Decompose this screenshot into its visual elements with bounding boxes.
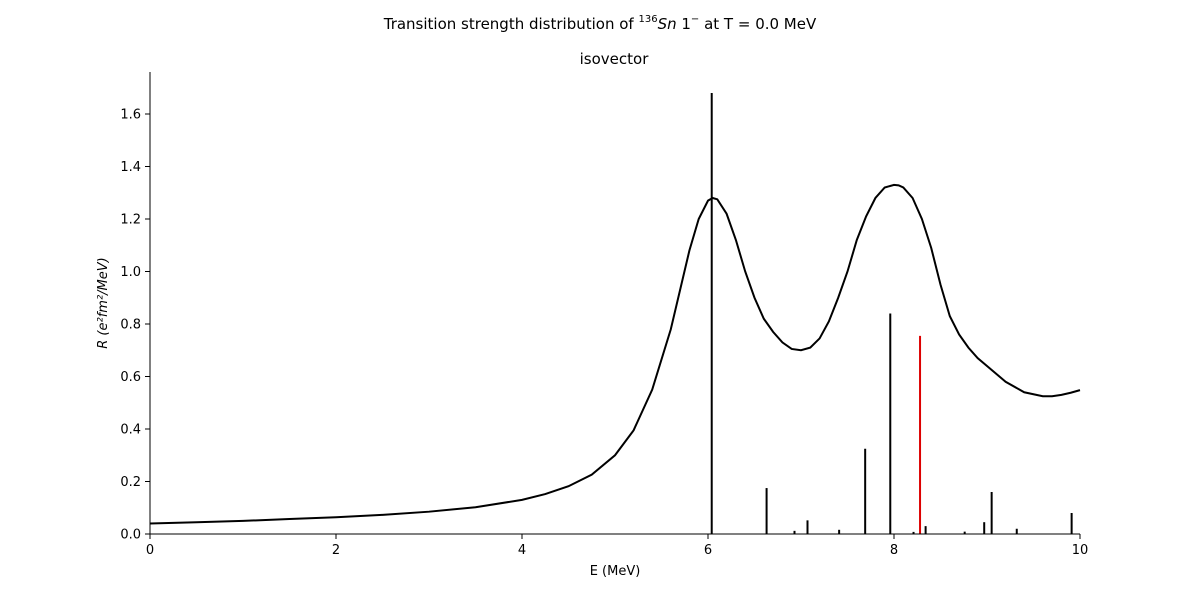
y-tick-label: 1.4	[120, 160, 141, 175]
chart-title: Transition strength distribution of 136S…	[383, 14, 817, 33]
title-prefix: Transition strength distribution of	[383, 15, 639, 33]
y-tick-label: 1.6	[120, 108, 141, 123]
plot-area	[149, 93, 1081, 534]
y-tick-label: 0.8	[120, 318, 141, 333]
y-tick-label: 0.0	[120, 528, 141, 543]
x-axis-ticks: 0 2 4 6 8 10	[146, 534, 1088, 558]
y-tick-label: 0.6	[120, 370, 141, 385]
x-tick-label: 10	[1072, 543, 1089, 558]
x-tick-label: 0	[146, 543, 154, 558]
y-axis-label: R (e²fm²/MeV)	[96, 257, 111, 348]
title-suffix: at T = 0.0 MeV	[699, 15, 817, 33]
chart-subtitle: isovector	[580, 50, 650, 68]
strength-curve	[149, 183, 1081, 525]
x-tick-label: 8	[890, 543, 898, 558]
title-multipolarity: 1	[681, 15, 691, 33]
y-tick-label: 0.2	[120, 475, 141, 490]
title-mass-number: 136	[638, 14, 657, 25]
y-tick-label: 0.4	[120, 423, 141, 438]
title-element: Sn	[658, 15, 677, 33]
title-parity: −	[691, 14, 699, 25]
x-tick-label: 4	[518, 543, 526, 558]
x-tick-label: 2	[332, 543, 340, 558]
x-tick-label: 6	[704, 543, 712, 558]
y-tick-label: 1.2	[120, 213, 141, 228]
y-axis-ticks: 0.0 0.2 0.4 0.6 0.8 1.0 1.2 1.4 1.6	[120, 108, 150, 543]
y-tick-label: 1.0	[120, 265, 141, 280]
x-axis-label: E (MeV)	[590, 564, 641, 579]
